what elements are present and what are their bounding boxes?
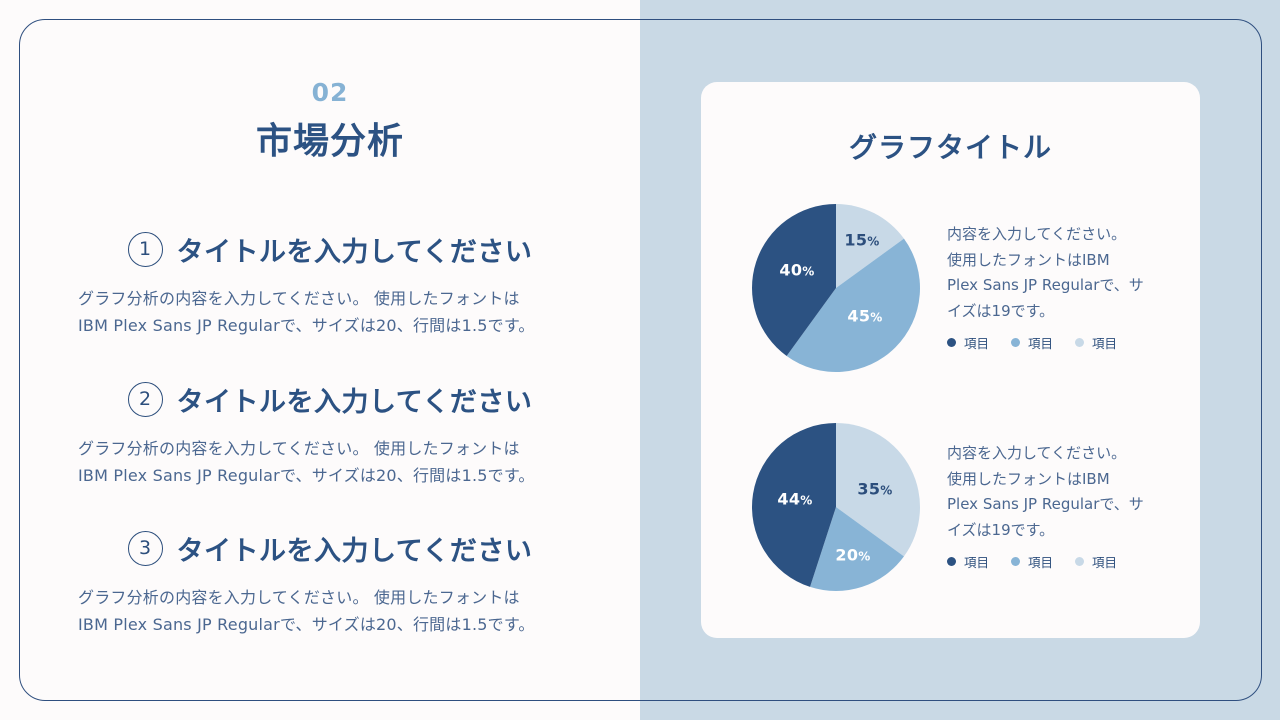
- legend-dot-icon: [1011, 557, 1021, 566]
- description-line: Plex Sans JP Regularで、サ: [947, 276, 1144, 294]
- pie-slice: [752, 204, 836, 356]
- pie-label: 35%: [857, 479, 893, 499]
- legend-item: 項目: [1011, 552, 1053, 571]
- pie-label: 44%: [777, 489, 813, 509]
- pie-label: 15%: [844, 230, 880, 250]
- legend-dot-icon: [1011, 338, 1021, 347]
- pie-slice: [751, 423, 836, 587]
- item-title: タイトルを入力してください: [176, 236, 533, 268]
- analysis-item-2: 2 タイトルを入力してください グラフ分析の内容を入力してください。 使用したフ…: [60, 379, 600, 489]
- section-number: 02: [311, 78, 349, 107]
- circled-number-icon: 1: [127, 231, 163, 267]
- description-line: 使用したフォントはIBM: [947, 250, 1110, 269]
- chart-title: グラフタイトル: [848, 131, 1052, 164]
- pie-label: 45%: [847, 306, 883, 326]
- description-line: 内容を入力してください。: [947, 225, 1127, 243]
- page-title: 市場分析: [255, 121, 404, 162]
- pie-slice: [836, 423, 920, 557]
- legend-item: 項目: [1075, 552, 1117, 571]
- item-body: グラフ分析の内容を入力してください。 使用したフォントは IBM Plex Sa…: [60, 584, 600, 638]
- legend-item: 項目: [947, 333, 989, 352]
- pie-chart-1-svg: [752, 204, 920, 372]
- pie-label: 20%: [835, 545, 871, 565]
- item-title: タイトルを入力してください: [176, 535, 533, 567]
- pie-chart-1: 40% 15% 45%: [751, 203, 921, 373]
- item-body-line: グラフ分析の内容を入力してください。 使用したフォントは: [78, 439, 520, 458]
- item-body-line: IBM Plex Sans JP Regularで、サイズは20、行間は1.5で…: [78, 466, 535, 485]
- chart-2-description: 内容を入力してください。 使用したフォントはIBM Plex Sans JP R…: [947, 441, 1177, 543]
- description-line: Plex Sans JP Regularで、サ: [947, 495, 1144, 513]
- legend-item: 項目: [947, 552, 989, 571]
- pie-slice: [810, 507, 904, 592]
- chart-2-legend: 項目 項目 項目: [947, 552, 1117, 571]
- pie-label: 40%: [779, 260, 815, 280]
- analysis-item-1: 1 タイトルを入力してください グラフ分析の内容を入力してください。 使用したフ…: [60, 229, 600, 339]
- description-line: イズは19です。: [947, 520, 1055, 539]
- description-line: イズは19です。: [947, 301, 1055, 320]
- pie-chart-2: 44% 35% 20%: [751, 422, 921, 592]
- item-body: グラフ分析の内容を入力してください。 使用したフォントは IBM Plex Sa…: [60, 435, 600, 489]
- legend-dot-icon: [947, 557, 956, 566]
- item-body-line: IBM Plex Sans JP Regularで、サイズは20、行間は1.5で…: [78, 615, 535, 634]
- circled-number-icon: 3: [127, 530, 163, 566]
- item-title: タイトルを入力してください: [176, 386, 533, 418]
- pie-chart-2-svg: [751, 423, 920, 592]
- description-line: 内容を入力してください。: [947, 444, 1127, 462]
- item-body-line: グラフ分析の内容を入力してください。 使用したフォントは: [78, 289, 520, 308]
- legend-dot-icon: [1075, 557, 1085, 566]
- circled-number-icon: 2: [127, 381, 163, 417]
- legend-item: 項目: [1075, 333, 1117, 352]
- chart-card: グラフタイトル 40% 15% 45% 内容を入力してください。 使用したフォン…: [701, 82, 1200, 638]
- item-body-line: グラフ分析の内容を入力してください。 使用したフォントは: [78, 588, 520, 607]
- pie-slice: [786, 238, 920, 372]
- item-body-line: IBM Plex Sans JP Regularで、サイズは20、行間は1.5で…: [78, 316, 535, 335]
- legend-dot-icon: [1075, 338, 1085, 347]
- legend-dot-icon: [947, 338, 956, 347]
- analysis-item-3: 3 タイトルを入力してください グラフ分析の内容を入力してください。 使用したフ…: [60, 528, 600, 638]
- legend-item: 項目: [1011, 333, 1053, 352]
- item-body: グラフ分析の内容を入力してください。 使用したフォントは IBM Plex Sa…: [60, 285, 600, 339]
- pie-slice: [836, 204, 904, 288]
- chart-1-legend: 項目 項目 項目: [947, 333, 1117, 352]
- description-line: 使用したフォントはIBM: [947, 469, 1110, 488]
- chart-1-description: 内容を入力してください。 使用したフォントはIBM Plex Sans JP R…: [947, 222, 1177, 324]
